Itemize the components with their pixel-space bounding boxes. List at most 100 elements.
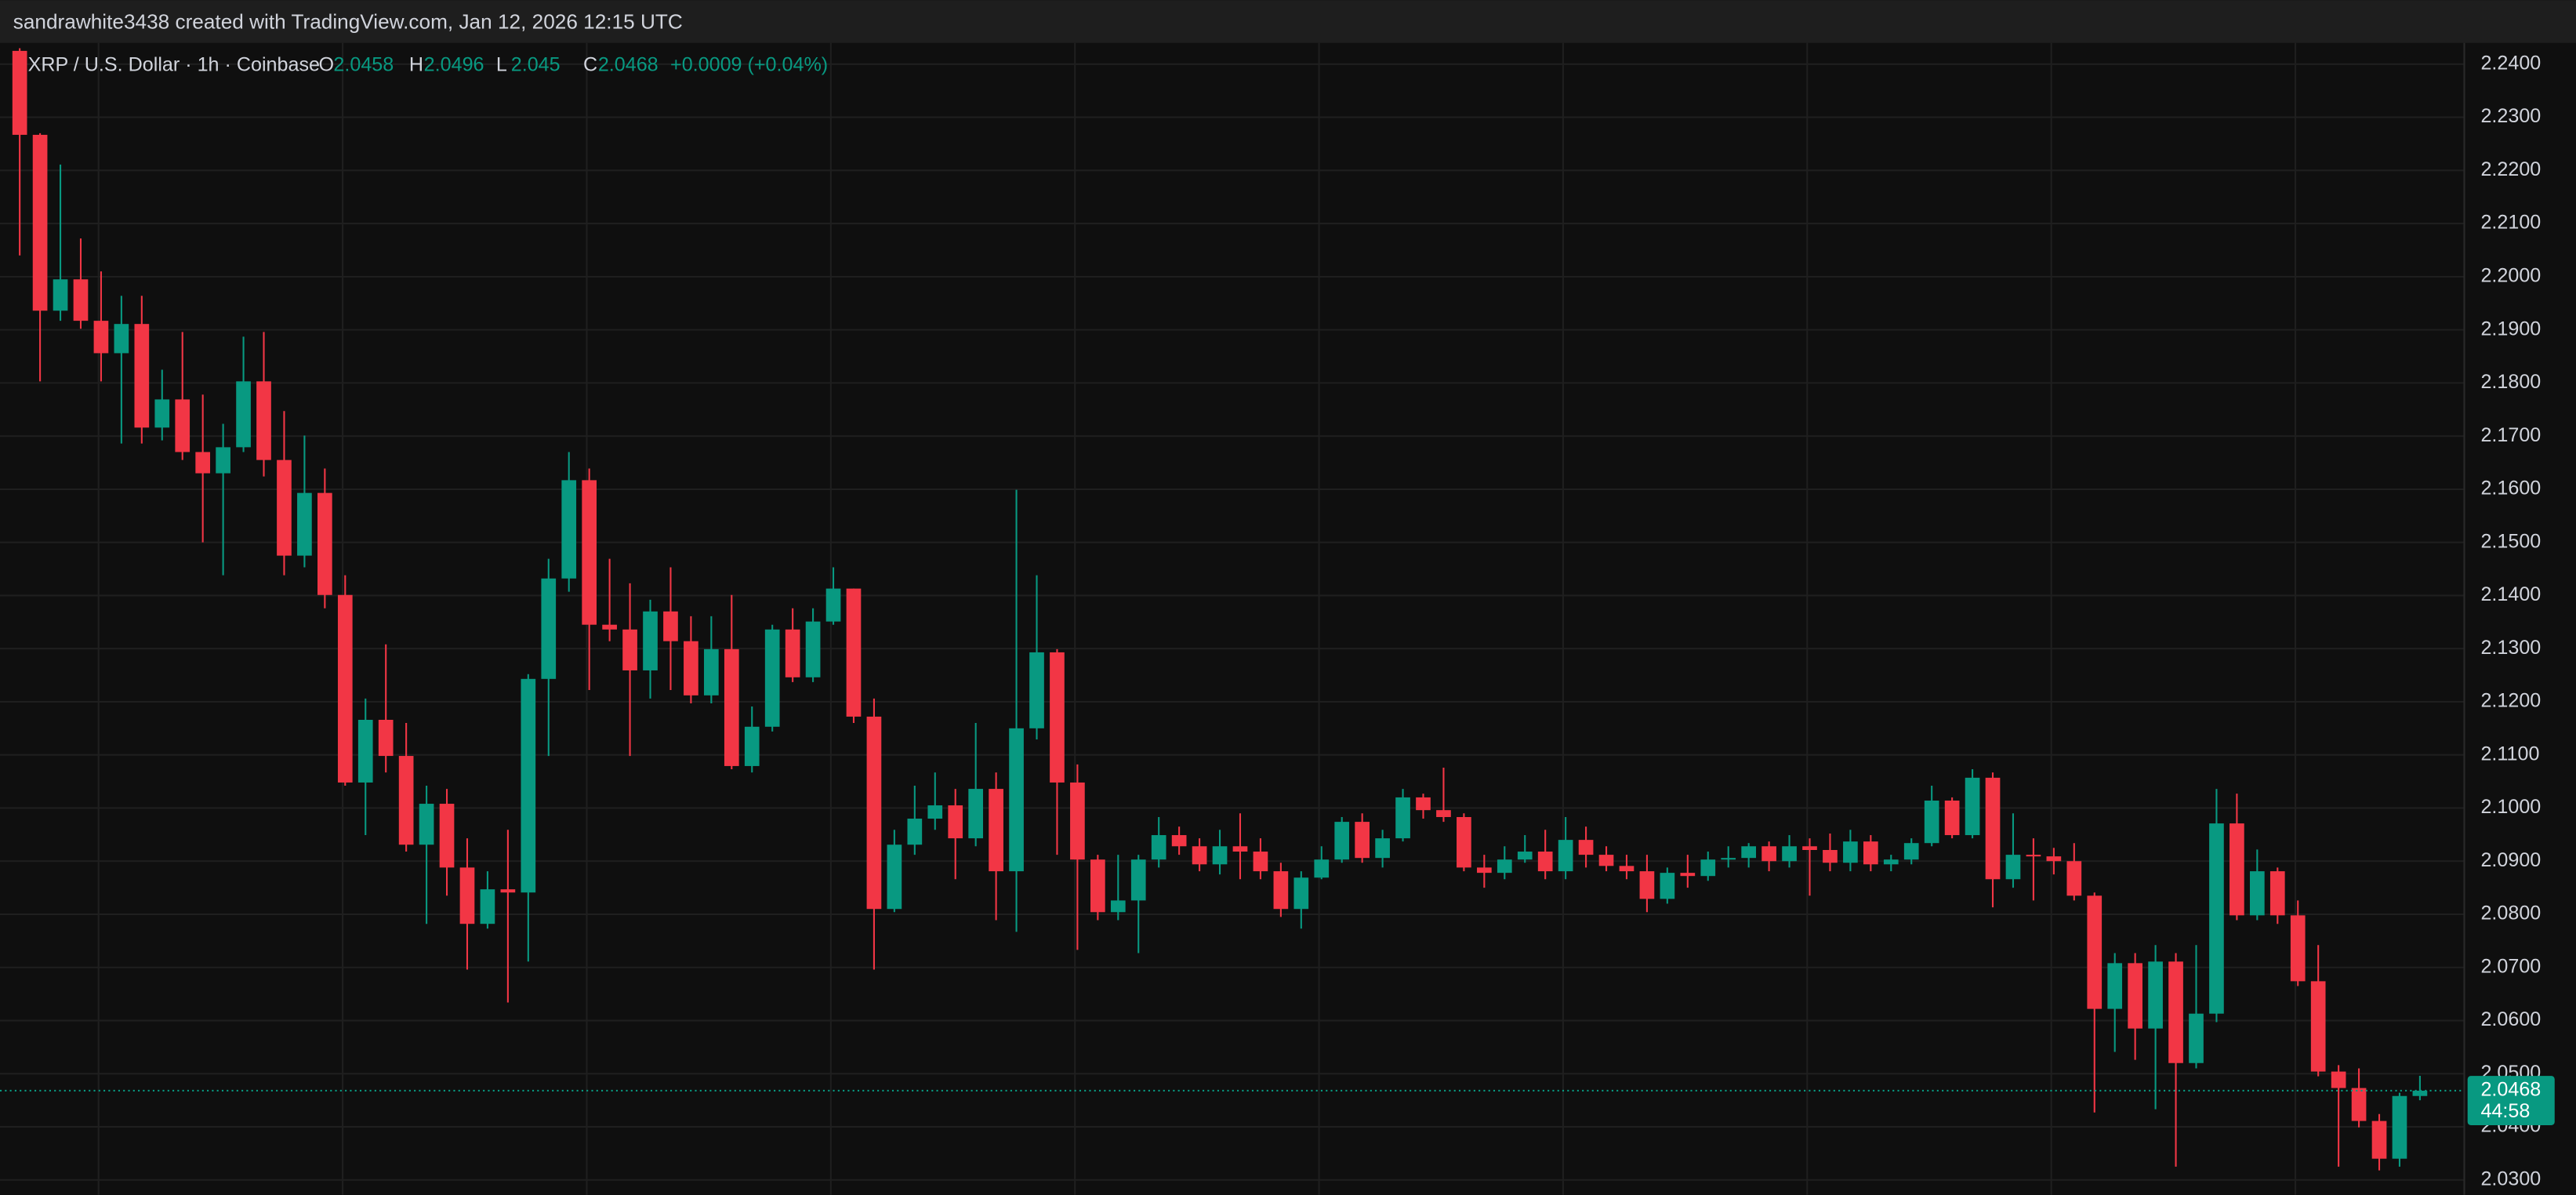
candle-body — [1110, 900, 1126, 913]
legend-key: C — [583, 54, 597, 76]
candle-body — [1985, 777, 2001, 880]
header-bar — [0, 0, 2576, 43]
candle-body — [1802, 846, 1817, 851]
candle-body — [1741, 846, 1756, 859]
candle-body — [907, 819, 923, 845]
candle-body — [1823, 850, 1838, 863]
y-tick-label: 2.0800 — [2480, 903, 2541, 924]
candle-body — [887, 844, 902, 910]
candle-body — [1375, 838, 1390, 859]
candle-body — [2290, 915, 2306, 982]
y-tick-label: 2.1100 — [2480, 743, 2539, 765]
candle-body — [297, 492, 312, 556]
y-tick-label: 2.2300 — [2480, 105, 2541, 127]
y-tick-label: 2.1300 — [2480, 637, 2541, 659]
y-tick-label: 2.1400 — [2480, 583, 2541, 605]
y-tick-label: 2.0600 — [2480, 1008, 2541, 1030]
candle-body — [216, 447, 230, 474]
candle-body — [1171, 835, 1187, 847]
candle-body — [277, 459, 292, 556]
candle-body — [1436, 810, 1451, 817]
candle-body — [378, 719, 394, 757]
candle-body — [744, 726, 760, 766]
y-tick-label: 2.1600 — [2480, 478, 2541, 499]
candle-body — [1924, 800, 1939, 844]
candle-body — [2066, 861, 2082, 896]
candle-body — [2412, 1090, 2428, 1096]
candle-body — [1477, 867, 1492, 874]
candle-body — [114, 324, 129, 354]
candle-body — [1578, 840, 1594, 855]
candle-body — [948, 805, 963, 839]
y-tick-label: 2.2000 — [2480, 265, 2541, 287]
candle-body — [2230, 823, 2244, 916]
candle-body — [2310, 981, 2326, 1072]
candle-body — [2107, 963, 2123, 1009]
candle-body — [439, 804, 455, 868]
y-tick-label: 2.1200 — [2480, 690, 2541, 712]
candle-body — [1619, 866, 1634, 872]
candle-body — [541, 578, 557, 679]
candle-body — [1253, 852, 1268, 872]
candle-body — [805, 621, 821, 677]
candle-body — [1232, 846, 1248, 852]
candle-body — [2209, 823, 2224, 1014]
candle-body — [989, 789, 1003, 872]
candle-body — [1130, 859, 1146, 901]
candle-body — [724, 648, 739, 766]
candle-body — [1700, 859, 1716, 877]
candle-body — [1293, 877, 1309, 910]
candle-body — [764, 629, 780, 727]
candle-body — [2371, 1121, 2387, 1159]
candle-body — [927, 805, 943, 819]
candle-body — [1660, 873, 1675, 899]
candle-body — [337, 594, 353, 783]
candle-body — [154, 399, 170, 428]
candle-body — [398, 756, 414, 845]
candle-body — [561, 480, 577, 579]
candle-body — [1598, 855, 1614, 866]
candle-body — [582, 480, 597, 625]
candle-body — [1457, 816, 1471, 868]
candle-body — [2087, 895, 2103, 1009]
candle-body — [134, 324, 150, 428]
candle-body — [2128, 963, 2142, 1029]
candle-body — [643, 611, 658, 670]
candle-body — [1212, 846, 1228, 865]
candle-body — [1965, 777, 1980, 836]
legend-value: 2.0468 — [598, 54, 659, 76]
candle-body — [419, 804, 434, 845]
candle-body — [968, 789, 984, 839]
legend-value: 2.0496 — [424, 54, 484, 76]
candle-body — [1192, 846, 1207, 865]
candle-body — [1537, 852, 1553, 872]
price-label: 2.0468 — [2480, 1079, 2541, 1101]
candle-body — [195, 452, 211, 474]
candle-body — [2168, 961, 2183, 1063]
y-tick-label: 2.2200 — [2480, 158, 2541, 180]
countdown: 44:58 — [2480, 1100, 2530, 1122]
candle-body — [73, 279, 89, 321]
candle-body — [2249, 871, 2265, 916]
header-text: sandrawhite3438 created with TradingView… — [13, 9, 683, 33]
candle-body — [785, 629, 800, 677]
y-tick-label: 2.0900 — [2480, 849, 2541, 871]
legend-key: L — [496, 54, 507, 76]
legend-value: 2.045 — [511, 54, 561, 76]
candle-body — [1355, 822, 1370, 859]
candle-body — [1863, 841, 1878, 865]
price-label-box — [2467, 1076, 2555, 1125]
candle-body — [1029, 652, 1044, 728]
y-tick-label: 2.1700 — [2480, 424, 2541, 446]
candle-body — [2046, 856, 2062, 862]
y-tick-label: 2.1000 — [2480, 796, 2541, 818]
candle-body — [1721, 858, 1736, 860]
legend-key: H — [409, 54, 423, 76]
candle-body — [866, 716, 882, 910]
candle-body — [32, 134, 48, 311]
candle-body — [1883, 859, 1899, 865]
candle-body — [2392, 1095, 2407, 1159]
candle-body — [480, 889, 495, 924]
